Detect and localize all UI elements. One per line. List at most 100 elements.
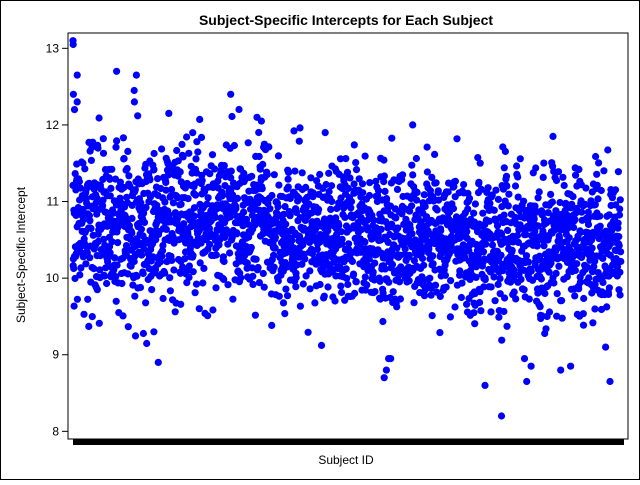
- data-point: [255, 128, 263, 137]
- data-point: [192, 191, 200, 199]
- data-point: [497, 412, 506, 420]
- data-point: [545, 308, 554, 316]
- y-axis-label: Subject-Specific Intercept: [14, 186, 28, 323]
- data-point: [103, 279, 111, 288]
- data-point: [532, 164, 540, 172]
- data-point: [361, 152, 369, 160]
- data-point: [313, 245, 321, 253]
- data-point: [320, 292, 328, 300]
- data-point: [476, 298, 484, 307]
- data-point: [325, 187, 333, 196]
- data-point: [288, 236, 296, 245]
- data-point: [106, 192, 114, 200]
- data-point: [200, 264, 208, 272]
- data-point: [388, 134, 396, 142]
- data-point: [599, 278, 607, 287]
- data-point: [244, 139, 252, 147]
- data-point: [151, 266, 160, 274]
- data-point: [82, 260, 90, 268]
- data-point: [542, 325, 550, 333]
- data-point: [150, 149, 158, 158]
- data-point: [166, 287, 174, 295]
- data-point: [445, 179, 453, 187]
- data-point: [413, 188, 421, 196]
- data-point: [510, 288, 518, 296]
- data-point: [471, 200, 479, 208]
- data-point: [558, 297, 566, 305]
- data-point: [498, 203, 506, 211]
- data-point: [348, 257, 356, 265]
- data-point: [500, 211, 508, 219]
- data-point: [313, 177, 321, 185]
- data-point: [132, 71, 140, 79]
- data-point: [268, 191, 276, 200]
- data-point: [344, 184, 352, 192]
- data-point: [140, 218, 149, 226]
- data-point: [573, 260, 581, 268]
- data-point: [380, 156, 388, 164]
- data-point: [142, 203, 150, 211]
- data-point: [463, 300, 471, 308]
- data-point: [131, 292, 139, 300]
- data-point: [204, 312, 212, 320]
- data-point: [227, 90, 235, 98]
- data-point: [436, 329, 444, 337]
- data-point: [579, 310, 587, 318]
- data-point: [376, 277, 384, 285]
- data-point: [193, 138, 201, 146]
- data-point: [533, 242, 541, 250]
- data-point: [283, 292, 292, 300]
- data-point: [425, 245, 433, 253]
- data-point: [185, 273, 193, 281]
- data-point: [428, 312, 436, 320]
- data-point: [442, 283, 450, 291]
- data-point: [153, 201, 161, 209]
- data-point: [511, 182, 520, 190]
- data-point: [343, 274, 351, 282]
- y-tick-label: 10: [46, 271, 60, 285]
- data-point: [190, 212, 198, 220]
- data-point: [423, 168, 431, 176]
- data-point: [120, 154, 128, 163]
- data-point: [337, 282, 345, 290]
- data-point: [185, 149, 193, 157]
- data-point: [279, 299, 288, 307]
- data-point: [597, 186, 605, 195]
- data-point: [119, 134, 127, 142]
- data-point: [513, 162, 521, 170]
- data-point: [332, 214, 340, 222]
- data-point: [128, 229, 136, 237]
- data-point: [158, 252, 166, 260]
- data-point: [377, 225, 385, 233]
- data-point: [569, 193, 577, 201]
- data-point: [615, 242, 623, 250]
- data-point: [192, 155, 200, 163]
- data-point: [112, 273, 120, 281]
- y-tick-label: 8: [52, 424, 59, 438]
- data-point: [275, 292, 283, 300]
- data-point: [179, 153, 187, 161]
- data-point: [296, 302, 304, 310]
- data-point: [308, 250, 317, 258]
- data-point: [69, 90, 77, 98]
- data-point: [73, 98, 81, 106]
- data-point: [101, 272, 109, 280]
- data-point: [340, 174, 349, 182]
- data-point: [298, 260, 306, 268]
- data-point: [421, 286, 429, 294]
- data-point: [548, 198, 557, 206]
- data-point: [295, 137, 303, 145]
- data-point: [611, 186, 620, 194]
- data-point: [405, 277, 413, 285]
- data-point: [441, 271, 449, 279]
- data-point: [95, 114, 103, 122]
- data-point: [479, 209, 487, 217]
- data-point: [197, 133, 206, 141]
- data-point: [218, 192, 226, 200]
- data-point: [431, 281, 440, 289]
- data-point: [258, 185, 266, 193]
- data-point: [534, 194, 542, 202]
- data-point: [143, 339, 151, 348]
- data-point: [228, 112, 236, 121]
